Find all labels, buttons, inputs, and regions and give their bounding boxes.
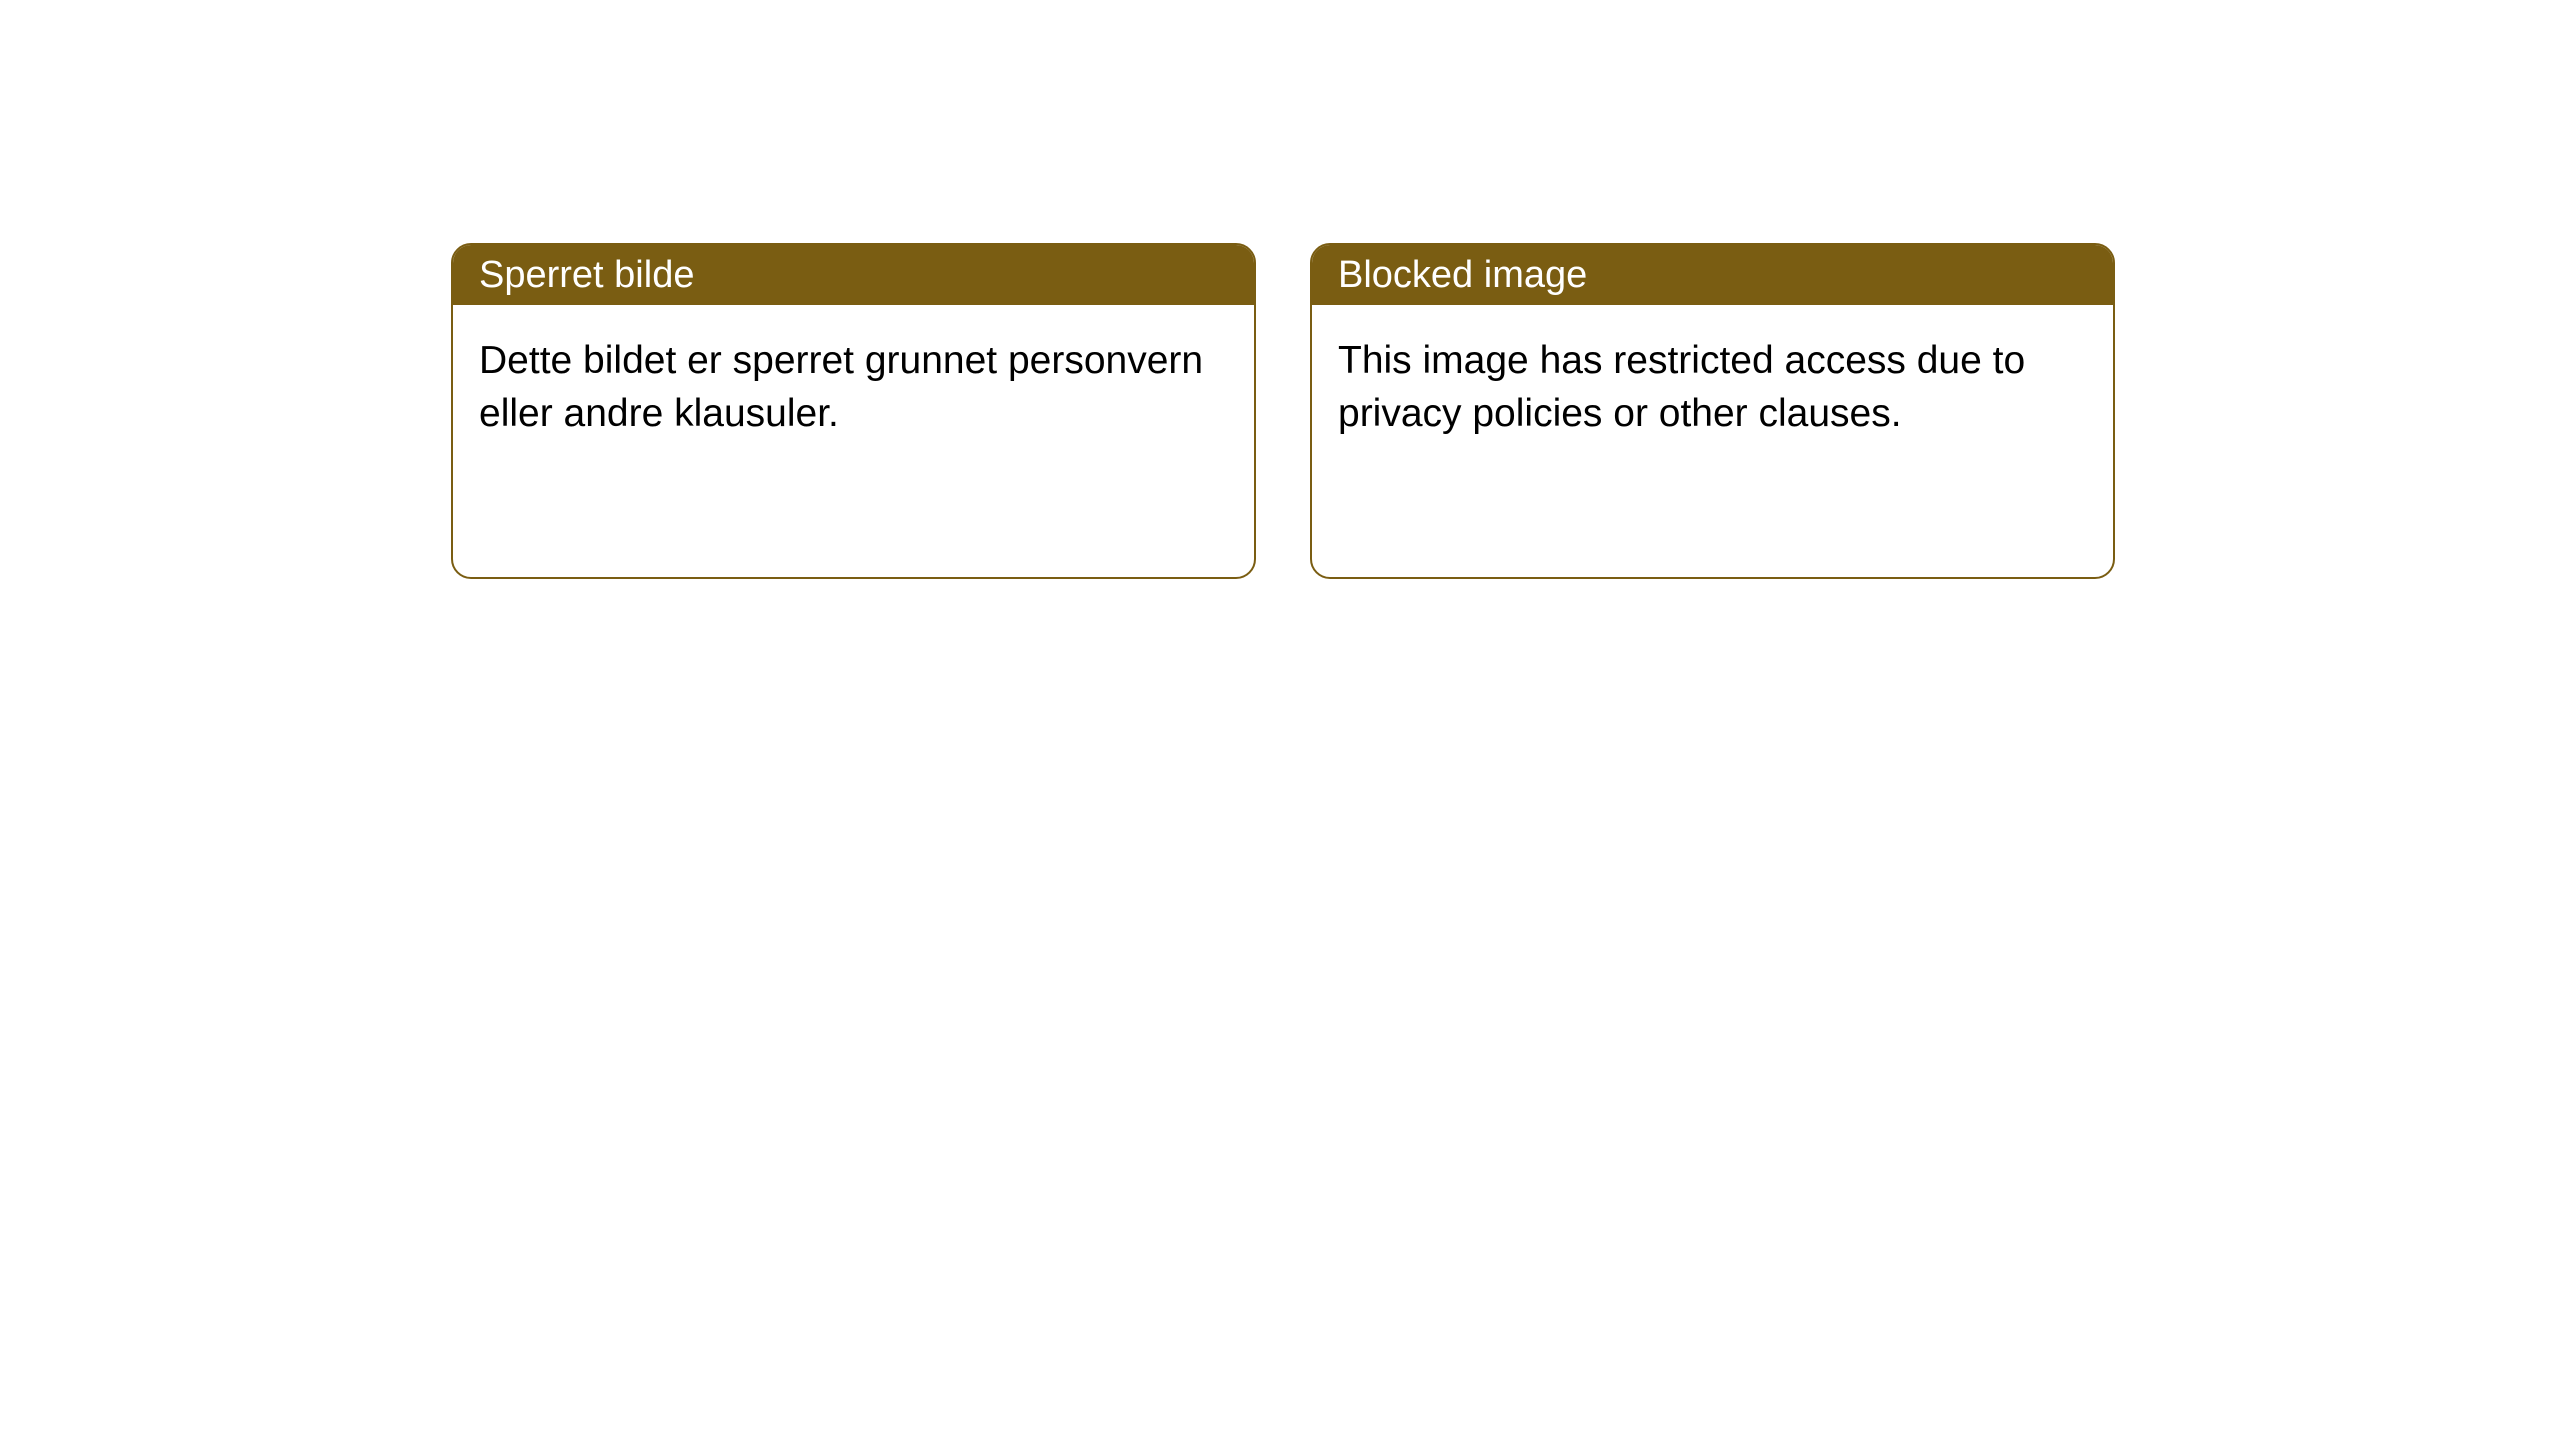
notice-card-english: Blocked image This image has restricted … [1310,243,2115,579]
notice-body-norwegian: Dette bildet er sperret grunnet personve… [453,305,1254,470]
notice-container: Sperret bilde Dette bildet er sperret gr… [0,0,2560,579]
notice-header-norwegian: Sperret bilde [453,245,1254,305]
notice-body-english: This image has restricted access due to … [1312,305,2113,470]
notice-card-norwegian: Sperret bilde Dette bildet er sperret gr… [451,243,1256,579]
notice-header-english: Blocked image [1312,245,2113,305]
